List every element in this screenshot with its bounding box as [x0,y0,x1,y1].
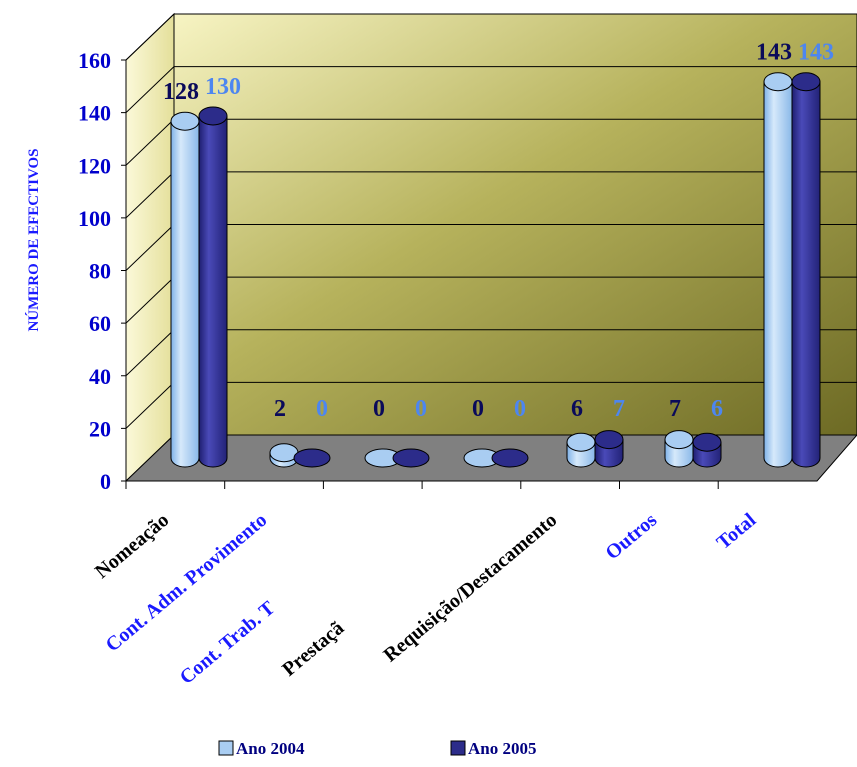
bars [170,72,821,468]
data-label: 143 [756,40,792,66]
bar-2005 [491,448,529,468]
legend-swatch-2004 [218,740,234,756]
y-tick-label: 100 [78,206,111,231]
bar-2004 [664,430,694,468]
data-label: 2 [274,396,286,422]
grid-line-side [125,118,175,166]
bar-2004 [269,443,299,468]
bar-2005 [198,106,228,468]
bar-2005 [293,448,331,468]
bar-2004 [763,72,793,468]
x-tick-label: Outros [601,509,661,564]
grid-line-side [125,276,175,324]
bar-2005 [692,432,722,468]
y-tick-label: 140 [78,101,111,126]
grid-line-side [125,382,175,429]
x-tick-label: Prestaçã [278,617,348,681]
bar-2004 [170,111,200,468]
grid-line-side [125,13,175,61]
data-label: 7 [613,396,625,422]
data-labels: 128 130 2 0 0 0 0 0 6 7 7 6 143 143 [163,40,834,422]
x-tick-label: Nomeação [91,509,173,583]
y-tick-label: 40 [89,364,111,389]
grid-lines [125,13,857,429]
data-label: 6 [711,396,723,422]
data-label: 0 [514,396,526,422]
y-tick-label: 60 [89,311,111,336]
legend-label-2005: Ano 2005 [468,739,536,758]
data-label: 0 [373,396,385,422]
legend: Ano 2004 Ano 2005 [218,739,536,758]
y-axis-label: NÚMERO DE EFECTIVOS [25,148,42,331]
data-label: 6 [571,396,583,422]
bar-2004 [566,432,596,468]
x-tick-label: Requisição/Destacamento [379,509,561,667]
data-label: 128 [163,79,199,105]
legend-swatch-2005 [450,740,466,756]
y-axis-tick-labels: 0 20 40 60 80 100 120 140 160 [78,48,126,494]
x-tick-label: Total [713,509,761,554]
data-label: 7 [669,396,681,422]
legend-label-2004: Ano 2004 [236,739,305,758]
y-tick-label: 160 [78,48,111,73]
grid-line-side [125,171,175,219]
y-tick-label: 120 [78,153,111,178]
grid-line-side [125,224,175,271]
y-tick-label: 0 [100,469,111,494]
data-label: 0 [316,396,328,422]
data-label: 0 [415,396,427,422]
data-label: 143 [798,40,834,66]
bar-2005 [791,72,821,468]
y-tick-label: 20 [89,416,111,441]
data-label: 130 [205,74,241,100]
data-label: 0 [472,396,484,422]
grid-line-side [125,66,175,113]
x-tick-label: Cont. Trab. T [176,597,280,689]
y-tick-label: 80 [89,259,111,284]
bar-2005 [392,448,430,468]
grid-line-side [125,329,175,377]
bar-2005 [594,430,624,468]
